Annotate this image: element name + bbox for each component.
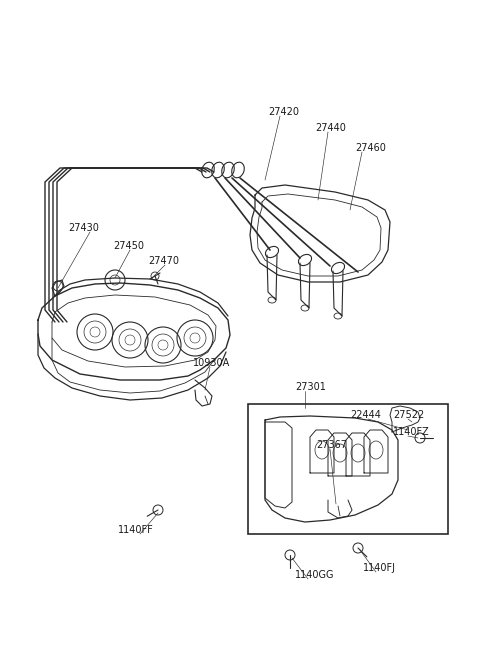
Text: 27430: 27430 bbox=[68, 223, 99, 233]
Text: 27450: 27450 bbox=[113, 241, 144, 251]
Text: 10930A: 10930A bbox=[193, 358, 230, 368]
Text: 22444: 22444 bbox=[350, 410, 381, 420]
Text: 27522: 27522 bbox=[393, 410, 424, 420]
Text: 1140FZ: 1140FZ bbox=[393, 427, 430, 437]
Text: 1140GG: 1140GG bbox=[295, 570, 335, 580]
Text: 27420: 27420 bbox=[268, 107, 299, 117]
Text: 27440: 27440 bbox=[315, 123, 346, 133]
Text: 27367: 27367 bbox=[316, 440, 347, 450]
Text: 27460: 27460 bbox=[355, 143, 386, 153]
Text: 1140FF: 1140FF bbox=[118, 525, 154, 535]
Text: 27470: 27470 bbox=[148, 256, 179, 266]
Bar bbox=[248, 404, 448, 534]
Text: 1140FJ: 1140FJ bbox=[363, 563, 396, 573]
Text: 27301: 27301 bbox=[295, 382, 326, 392]
